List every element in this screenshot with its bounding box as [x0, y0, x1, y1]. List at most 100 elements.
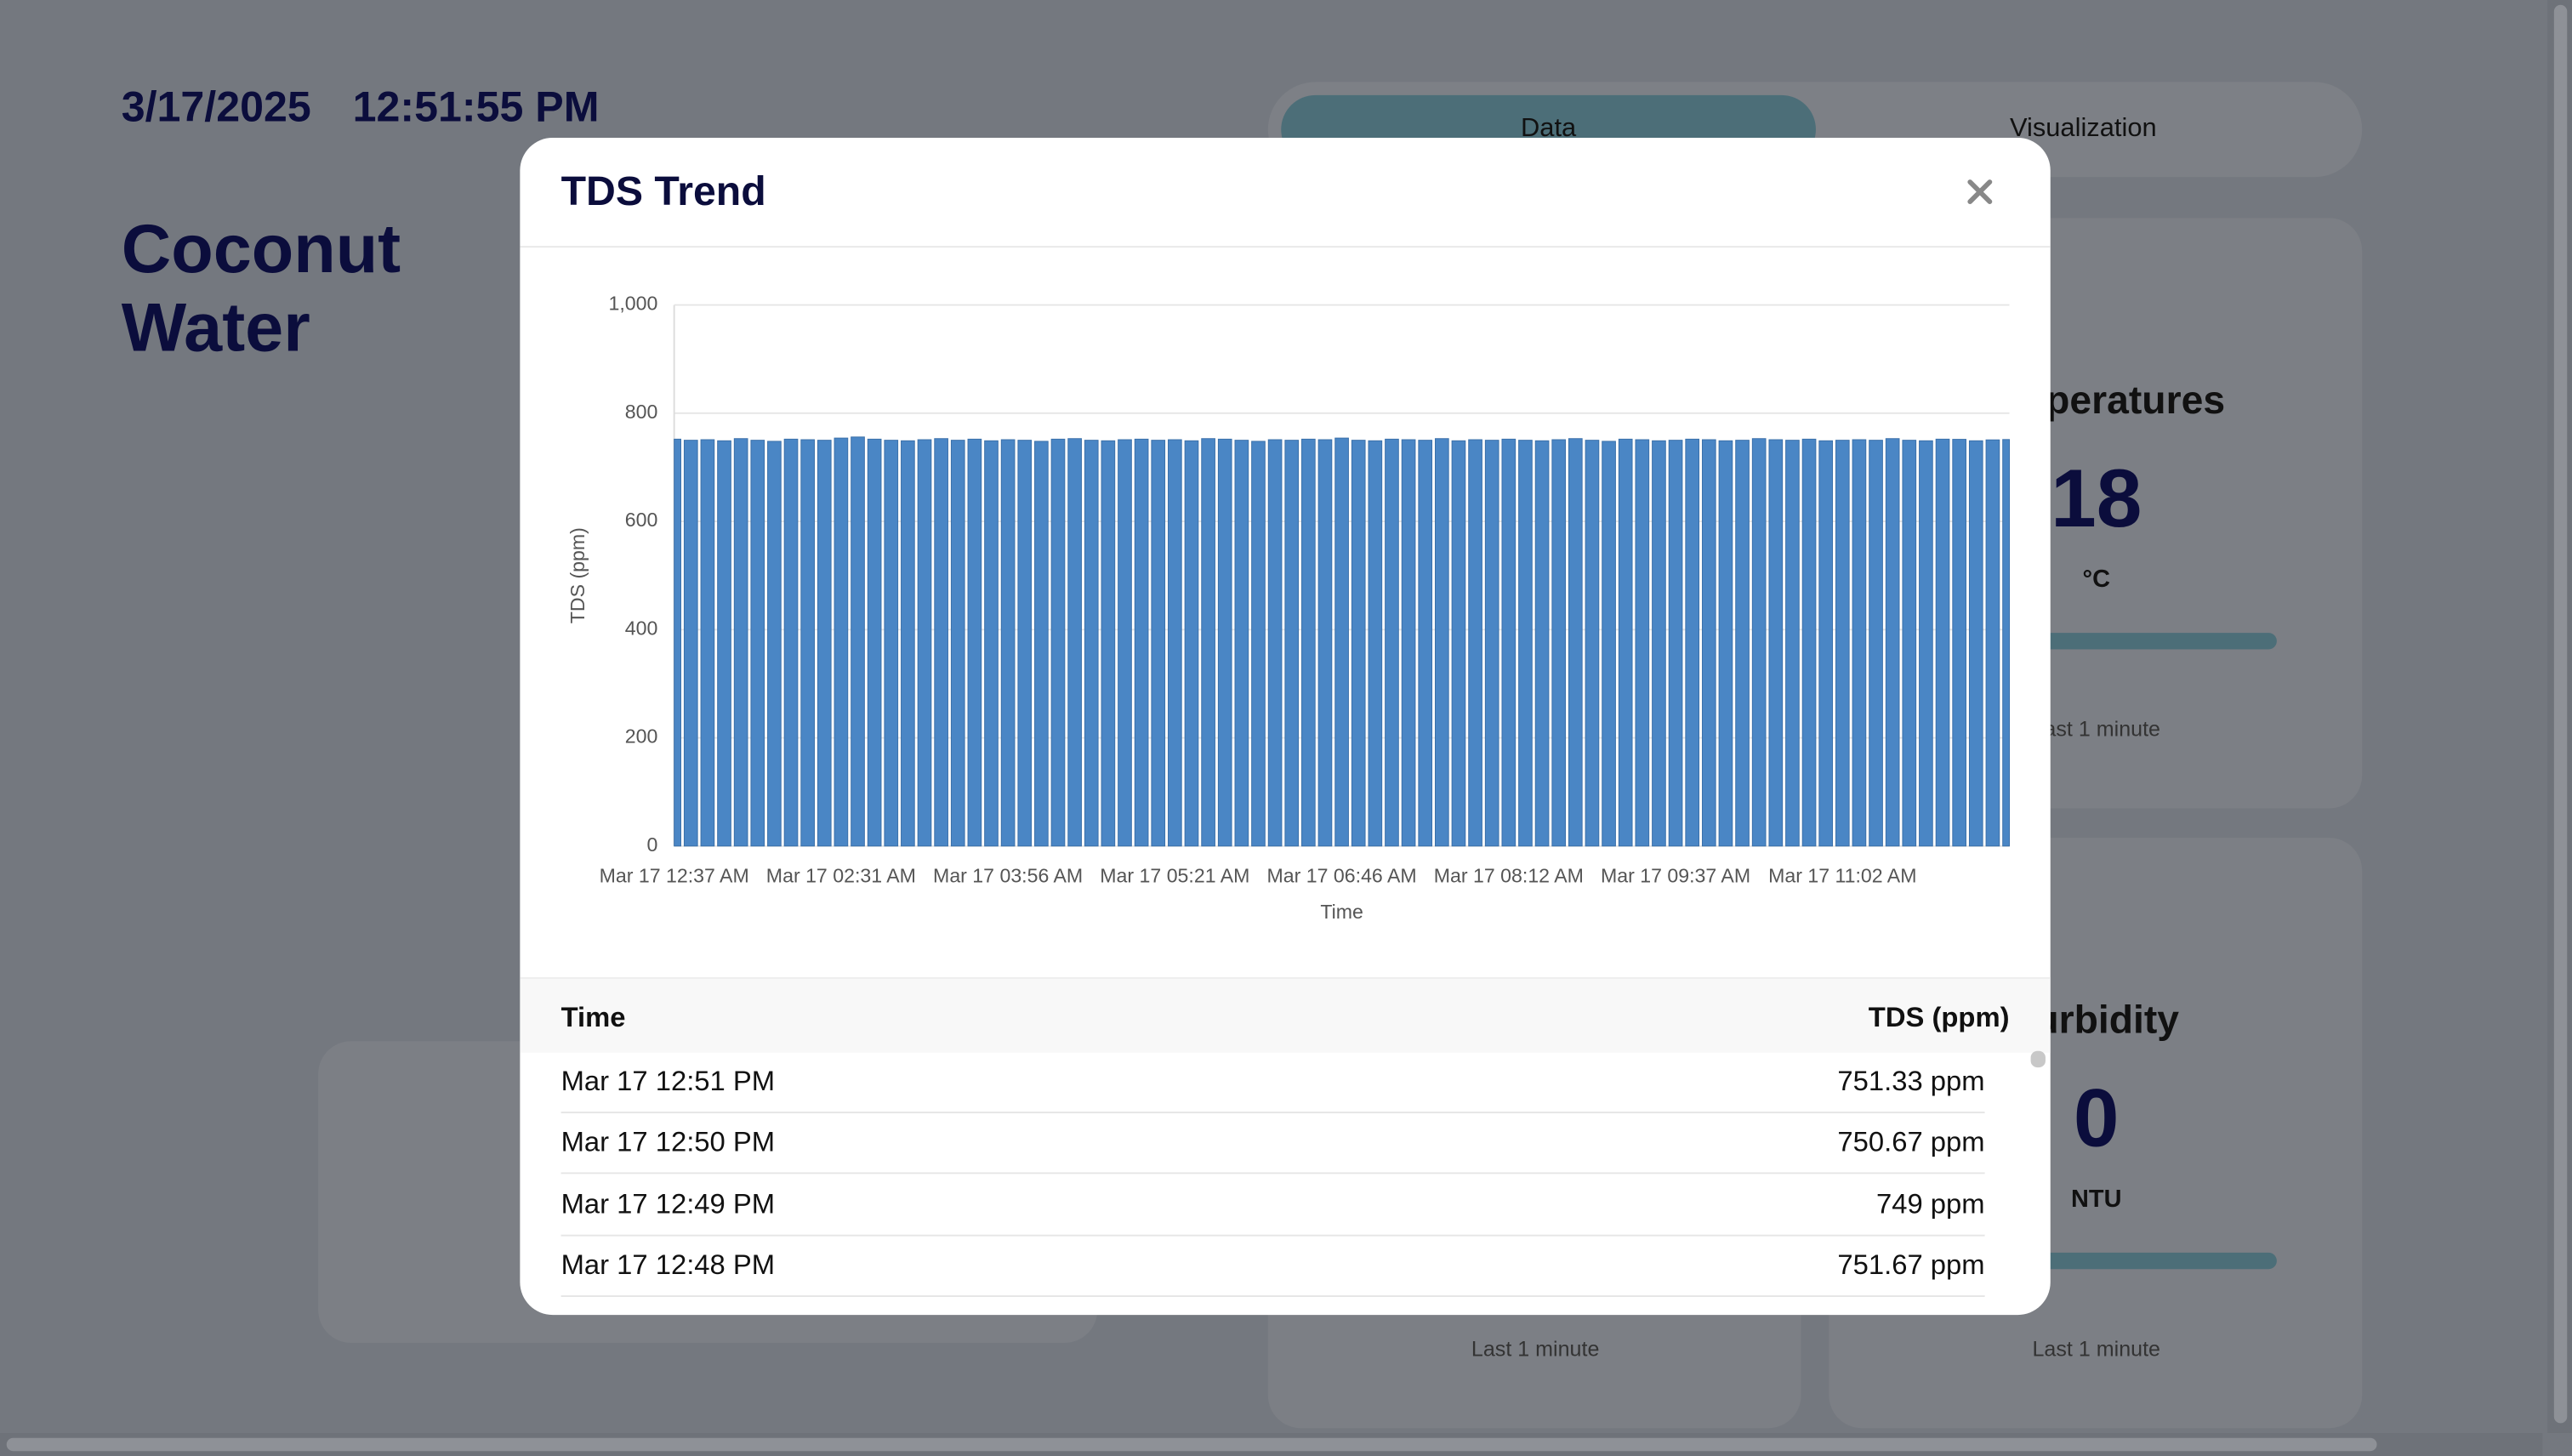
card-unit: °C [2082, 566, 2110, 594]
bar [1635, 439, 1650, 847]
table-scrollbar[interactable] [2030, 1050, 2046, 1068]
column-header: TDS (ppm) [1868, 1001, 2010, 1033]
card-note: Last 1 minute [1471, 1336, 1600, 1362]
bar [733, 438, 748, 847]
bar [1000, 439, 1016, 847]
bar [1551, 439, 1567, 847]
x-tick-label: Mar 17 08:12 AM [1434, 865, 1584, 887]
bar [1067, 438, 1082, 847]
bar [1101, 440, 1116, 847]
tds-cell: 749 ppm [1875, 1187, 1985, 1220]
bar [1602, 441, 1616, 847]
bar [767, 441, 782, 847]
bar [1801, 438, 1817, 847]
bar [1902, 440, 1917, 847]
h-scrollbar[interactable] [6, 1437, 2377, 1452]
bar [1217, 438, 1232, 847]
close-button[interactable] [1966, 179, 1993, 205]
bar [1084, 440, 1099, 847]
date: 3/17/2025 [121, 82, 311, 132]
bar [851, 436, 865, 847]
clock: 12:51:55 PM [352, 82, 600, 132]
bar [917, 439, 932, 847]
bar [1301, 438, 1316, 847]
y-tick-label: 0 [646, 833, 657, 856]
bar [1968, 440, 1983, 847]
bar [1267, 439, 1283, 847]
modal: TDS Trend 0 200 400 600 800 1,000 TDS (ppm) Tim… [520, 137, 2051, 1316]
bar [867, 438, 882, 847]
table-row: Mar 17 12:50 PM 750.67 ppm [560, 1112, 1985, 1174]
bar [1168, 439, 1182, 847]
bar [1919, 440, 1933, 847]
bar [1869, 440, 1883, 847]
bar [1401, 439, 1416, 847]
bar [1368, 440, 1383, 847]
bar [783, 438, 799, 847]
table-header: Time TDS (ppm) [520, 977, 2051, 1053]
bar [1568, 438, 1583, 847]
tds-cell: 751.67 ppm [1837, 1248, 1985, 1281]
bar [1852, 439, 1867, 847]
bar [1134, 438, 1149, 847]
bar [1835, 440, 1850, 847]
time-cell: Mar 17 12:50 PM [560, 1127, 776, 1158]
tds-cell: 751.33 ppm [1837, 1066, 1985, 1097]
bar [683, 440, 698, 847]
bar [901, 440, 915, 847]
bar [1351, 440, 1366, 847]
bar [1334, 437, 1349, 847]
product-name: Coconut Water [121, 209, 401, 366]
v-scrollbar[interactable] [2553, 4, 2568, 1424]
bar [1435, 438, 1449, 847]
bar [1751, 438, 1767, 847]
table-row: Mar 17 12:51 PM 751.33 ppm [560, 1051, 1985, 1114]
column-header: Time [560, 1001, 626, 1033]
bar [1184, 440, 1199, 847]
y-axis-label: TDS (ppm) [566, 527, 589, 623]
card-value: 18 [2051, 452, 2142, 545]
bar [1885, 438, 1900, 847]
x-tick-label: Mar 17 09:37 AM [1601, 865, 1750, 887]
bar [800, 439, 815, 847]
bar [1251, 441, 1266, 847]
tab-visualization[interactable]: Visualization [2009, 114, 2157, 143]
bar [750, 440, 765, 847]
bar [984, 440, 999, 847]
bar [1652, 440, 1666, 847]
bar [1118, 439, 1132, 847]
bar [884, 440, 899, 847]
time-cell: Mar 17 12:49 PM [560, 1187, 776, 1220]
bar [1618, 438, 1633, 847]
bar [1668, 440, 1683, 847]
bar [1451, 440, 1466, 847]
bar [1718, 440, 1733, 847]
x-tick-label: Mar 17 12:37 AM [600, 865, 749, 887]
bar [1701, 439, 1716, 847]
bar [1501, 438, 1516, 847]
bar [1952, 439, 1966, 847]
bar [1935, 438, 1950, 847]
bar [950, 440, 965, 847]
bar [1418, 440, 1433, 847]
y-tick-label: 200 [625, 725, 658, 748]
bar [1484, 440, 1499, 847]
table-row: Mar 17 12:49 PM 749 ppm [560, 1174, 1985, 1236]
bar [1818, 440, 1834, 847]
tds-cell: 750.67 ppm [1837, 1127, 1985, 1158]
y-tick-label: 400 [625, 617, 658, 639]
chart: 0 200 400 600 800 1,000 TDS (ppm) Time Mar 17 12… [566, 293, 2011, 923]
time-cell: Mar 17 12:48 PM [560, 1248, 776, 1281]
bar [1284, 440, 1300, 847]
bar [1201, 438, 1215, 847]
card-value: 0 [2073, 1072, 2120, 1164]
bar [1234, 440, 1249, 847]
bar [674, 438, 681, 847]
bar [934, 438, 948, 847]
bar [2002, 439, 2011, 847]
bar [717, 440, 731, 847]
bar [817, 440, 832, 847]
x-tick-label: Mar 17 03:56 AM [933, 865, 1083, 887]
